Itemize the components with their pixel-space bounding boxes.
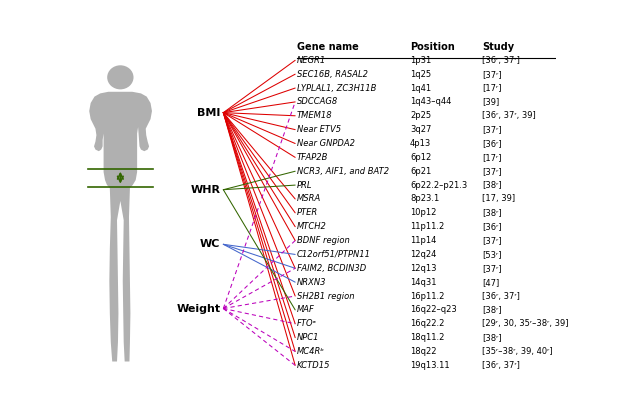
- Text: 10p12: 10p12: [410, 208, 436, 217]
- Text: 16q22–q23: 16q22–q23: [410, 305, 457, 314]
- Text: 8p23.1: 8p23.1: [410, 194, 439, 203]
- Text: SH2B1 region: SH2B1 region: [297, 291, 354, 301]
- Text: LYPLAL1, ZC3H11B: LYPLAL1, ZC3H11B: [297, 83, 376, 93]
- Text: KCTD15: KCTD15: [297, 361, 330, 370]
- Text: [53ʳ]: [53ʳ]: [482, 250, 501, 259]
- Text: 1q25: 1q25: [410, 70, 431, 79]
- Polygon shape: [89, 92, 152, 362]
- Ellipse shape: [107, 65, 133, 89]
- Text: [37ʳ]: [37ʳ]: [482, 264, 502, 273]
- Text: 14q31: 14q31: [410, 278, 437, 286]
- Text: Weight: Weight: [176, 304, 221, 314]
- Text: MAF: MAF: [297, 305, 315, 314]
- Text: 18q22: 18q22: [410, 347, 437, 356]
- Text: [29ʳ, 30, 35ʳ–38ʳ, 39]: [29ʳ, 30, 35ʳ–38ʳ, 39]: [482, 319, 569, 328]
- Text: 12q13: 12q13: [410, 264, 437, 273]
- Text: Study: Study: [482, 42, 514, 52]
- Text: [35ʳ–38ʳ, 39, 40ʳ]: [35ʳ–38ʳ, 39, 40ʳ]: [482, 347, 552, 356]
- Text: [38ʳ]: [38ʳ]: [482, 208, 502, 217]
- Text: SEC16B, RASAL2: SEC16B, RASAL2: [297, 70, 368, 79]
- Text: PRL: PRL: [297, 181, 312, 190]
- Text: NCR3, AIF1, and BAT2: NCR3, AIF1, and BAT2: [297, 167, 389, 176]
- Text: MTCH2: MTCH2: [297, 222, 326, 231]
- Text: Near ETV5: Near ETV5: [297, 125, 341, 134]
- Text: 1q43–q44: 1q43–q44: [410, 98, 452, 106]
- Text: [36ʳ, 37ʳ]: [36ʳ, 37ʳ]: [482, 361, 520, 370]
- Text: MSRA: MSRA: [297, 194, 321, 203]
- Text: [39]: [39]: [482, 98, 499, 106]
- Text: FTOᵃ: FTOᵃ: [297, 319, 316, 328]
- Text: [37ʳ]: [37ʳ]: [482, 236, 502, 245]
- Text: 1p31: 1p31: [410, 56, 431, 65]
- Text: 16q22.2: 16q22.2: [410, 319, 444, 328]
- Text: FAIM2, BCDIN3D: FAIM2, BCDIN3D: [297, 264, 366, 273]
- Text: [47]: [47]: [482, 278, 499, 286]
- Text: 6p22.2–p21.3: 6p22.2–p21.3: [410, 181, 467, 190]
- Text: 16p11.2: 16p11.2: [410, 291, 444, 301]
- Text: MC4Rᵇ: MC4Rᵇ: [297, 347, 324, 356]
- Text: PTER: PTER: [297, 208, 318, 217]
- Text: [36ʳ]: [36ʳ]: [482, 222, 502, 231]
- Text: BMI: BMI: [197, 108, 221, 118]
- Text: WHR: WHR: [190, 185, 221, 195]
- Text: [36ʳ]: [36ʳ]: [482, 139, 502, 148]
- Text: [37ʳ]: [37ʳ]: [482, 167, 502, 176]
- Text: NRXN3: NRXN3: [297, 278, 326, 286]
- Text: [37ʳ]: [37ʳ]: [482, 70, 502, 79]
- Text: Near GNPDA2: Near GNPDA2: [297, 139, 355, 148]
- Text: WC: WC: [200, 239, 221, 249]
- Text: BDNF region: BDNF region: [297, 236, 349, 245]
- Text: 1q41: 1q41: [410, 83, 431, 93]
- Text: [17ʳ]: [17ʳ]: [482, 153, 501, 162]
- Text: 4p13: 4p13: [410, 139, 431, 148]
- Text: TMEM18: TMEM18: [297, 111, 332, 120]
- Text: [17ʳ]: [17ʳ]: [482, 83, 501, 93]
- Text: 11p11.2: 11p11.2: [410, 222, 444, 231]
- Text: Position: Position: [410, 42, 455, 52]
- Text: 6p12: 6p12: [410, 153, 431, 162]
- Text: 18q11.2: 18q11.2: [410, 333, 444, 342]
- Text: [38ʳ]: [38ʳ]: [482, 305, 502, 314]
- Text: TFAP2B: TFAP2B: [297, 153, 328, 162]
- Text: [38ʳ]: [38ʳ]: [482, 333, 502, 342]
- Text: SDCCAG8: SDCCAG8: [297, 98, 338, 106]
- Text: [36ʳ, 37ʳ, 39]: [36ʳ, 37ʳ, 39]: [482, 111, 536, 120]
- Text: 12q24: 12q24: [410, 250, 436, 259]
- Text: 6p21: 6p21: [410, 167, 431, 176]
- Text: [38ʳ]: [38ʳ]: [482, 181, 502, 190]
- Text: 2p25: 2p25: [410, 111, 431, 120]
- Text: NEGR1: NEGR1: [297, 56, 326, 65]
- Text: [37ʳ]: [37ʳ]: [482, 125, 502, 134]
- Text: 19q13.11: 19q13.11: [410, 361, 450, 370]
- Text: [36ʳ, 37ʳ]: [36ʳ, 37ʳ]: [482, 291, 520, 301]
- Text: NPC1: NPC1: [297, 333, 319, 342]
- Text: 3q27: 3q27: [410, 125, 431, 134]
- Text: Gene name: Gene name: [297, 42, 358, 52]
- Text: 11p14: 11p14: [410, 236, 436, 245]
- Text: C12orf51/PTPN11: C12orf51/PTPN11: [297, 250, 371, 259]
- Text: [17, 39]: [17, 39]: [482, 194, 515, 203]
- Text: [36ʳ, 37ʳ]: [36ʳ, 37ʳ]: [482, 56, 520, 65]
